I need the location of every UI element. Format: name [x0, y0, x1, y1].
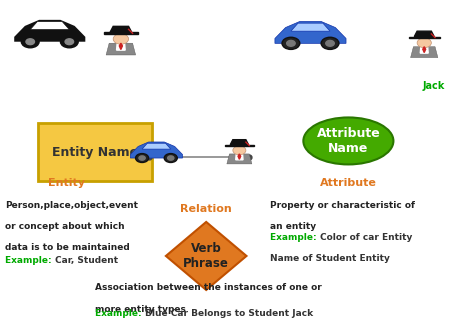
- Text: Attribute
Name: Attribute Name: [317, 127, 380, 155]
- Text: Person,place,object,event: Person,place,object,event: [5, 201, 138, 210]
- Polygon shape: [142, 143, 171, 149]
- Polygon shape: [409, 37, 440, 38]
- Text: Example:: Example:: [270, 233, 320, 242]
- Polygon shape: [130, 142, 182, 158]
- Text: data is to be maintained: data is to be maintained: [5, 243, 129, 252]
- FancyBboxPatch shape: [38, 123, 152, 181]
- Text: Association between the instances of one or: Association between the instances of one…: [95, 284, 321, 293]
- Polygon shape: [238, 154, 241, 159]
- Polygon shape: [230, 140, 248, 145]
- Text: or concept about which: or concept about which: [5, 222, 124, 231]
- Text: Verb
Phrase: Verb Phrase: [183, 242, 229, 270]
- Polygon shape: [423, 47, 426, 52]
- Text: Name of Student Entity: Name of Student Entity: [270, 254, 390, 263]
- Text: Entity: Entity: [48, 178, 85, 188]
- Text: Entity Name: Entity Name: [52, 146, 138, 159]
- Polygon shape: [117, 43, 125, 50]
- Circle shape: [113, 34, 128, 44]
- Polygon shape: [106, 43, 136, 55]
- Polygon shape: [30, 21, 69, 29]
- Text: an entity: an entity: [270, 222, 316, 231]
- Circle shape: [136, 154, 149, 163]
- Circle shape: [26, 39, 35, 45]
- Polygon shape: [119, 43, 122, 50]
- Text: Attribute: Attribute: [320, 178, 377, 188]
- Polygon shape: [291, 23, 330, 31]
- Polygon shape: [14, 20, 85, 42]
- Text: Example:: Example:: [95, 309, 145, 318]
- Polygon shape: [225, 145, 254, 146]
- Polygon shape: [227, 154, 252, 164]
- Circle shape: [65, 39, 73, 45]
- Polygon shape: [110, 26, 132, 32]
- Circle shape: [282, 37, 300, 50]
- Text: Jack: Jack: [422, 81, 445, 91]
- Text: Color of car Entity: Color of car Entity: [320, 233, 412, 242]
- Circle shape: [287, 40, 295, 46]
- Text: Car, Student: Car, Student: [55, 256, 118, 265]
- Circle shape: [164, 154, 177, 163]
- Circle shape: [233, 146, 246, 155]
- Text: Relation: Relation: [180, 204, 232, 214]
- Polygon shape: [414, 31, 434, 37]
- Circle shape: [168, 156, 174, 160]
- Polygon shape: [166, 222, 246, 290]
- Text: Property or characteristic of: Property or characteristic of: [270, 201, 415, 210]
- Circle shape: [321, 37, 339, 50]
- Polygon shape: [236, 154, 243, 160]
- Ellipse shape: [303, 118, 393, 165]
- Text: Blue Car Belongs to Student Jack: Blue Car Belongs to Student Jack: [145, 309, 313, 318]
- Circle shape: [21, 36, 39, 48]
- Circle shape: [139, 156, 145, 160]
- Polygon shape: [275, 21, 346, 43]
- Circle shape: [417, 38, 431, 48]
- Polygon shape: [104, 32, 138, 34]
- Text: Example:: Example:: [5, 256, 55, 265]
- Circle shape: [60, 36, 78, 48]
- Text: more entity types: more entity types: [95, 305, 186, 314]
- Polygon shape: [410, 47, 438, 58]
- Polygon shape: [420, 47, 428, 53]
- Circle shape: [326, 40, 334, 46]
